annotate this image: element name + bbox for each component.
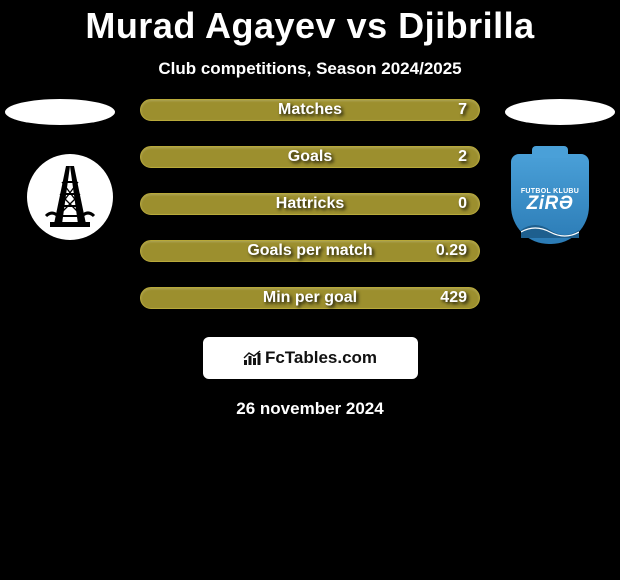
zira-collar — [532, 146, 568, 158]
stat-label: Goals per match — [247, 242, 372, 260]
stat-bar: Min per goal 429 — [140, 287, 480, 309]
stat-value: 7 — [458, 101, 467, 119]
right-team-badge: FUTBOL KLUBU ZiRƏ — [500, 154, 600, 242]
footer-attribution[interactable]: FcTables.com — [203, 337, 418, 379]
stat-value: 0.29 — [436, 242, 467, 260]
subtitle: Club competitions, Season 2024/2025 — [0, 59, 620, 79]
zira-jersey-shape: FUTBOL KLUBU ZiRƏ — [511, 154, 589, 244]
stats-bars: Matches 7 Goals 2 Hattricks 0 Goals per … — [140, 99, 480, 309]
stat-label: Matches — [278, 101, 342, 119]
footer-text: FcTables.com — [265, 348, 377, 368]
stat-label: Min per goal — [263, 289, 357, 307]
stat-label: Goals — [288, 148, 332, 166]
stat-value: 2 — [458, 148, 467, 166]
right-player-oval — [505, 99, 615, 125]
date-text: 26 november 2024 — [0, 399, 620, 419]
oil-derrick-icon — [40, 164, 100, 230]
zira-wave-icon — [521, 218, 579, 238]
stat-bar: Goals 2 — [140, 146, 480, 168]
stat-value: 429 — [440, 289, 467, 307]
left-team-badge — [20, 154, 120, 242]
zira-line2: ZiRƏ — [527, 193, 574, 215]
left-player-oval — [5, 99, 115, 125]
stat-bar: Goals per match 0.29 — [140, 240, 480, 262]
stat-bar: Matches 7 — [140, 99, 480, 121]
stat-bar: Hattricks 0 — [140, 193, 480, 215]
left-badge-circle — [27, 154, 113, 240]
comparison-container: FUTBOL KLUBU ZiRƏ Matches 7 Goals 2 Hatt… — [0, 99, 620, 419]
stat-value: 0 — [458, 195, 467, 213]
stat-label: Hattricks — [276, 195, 344, 213]
stats-bars-icon — [243, 350, 261, 366]
page-title: Murad Agayev vs Djibrilla — [0, 0, 620, 47]
